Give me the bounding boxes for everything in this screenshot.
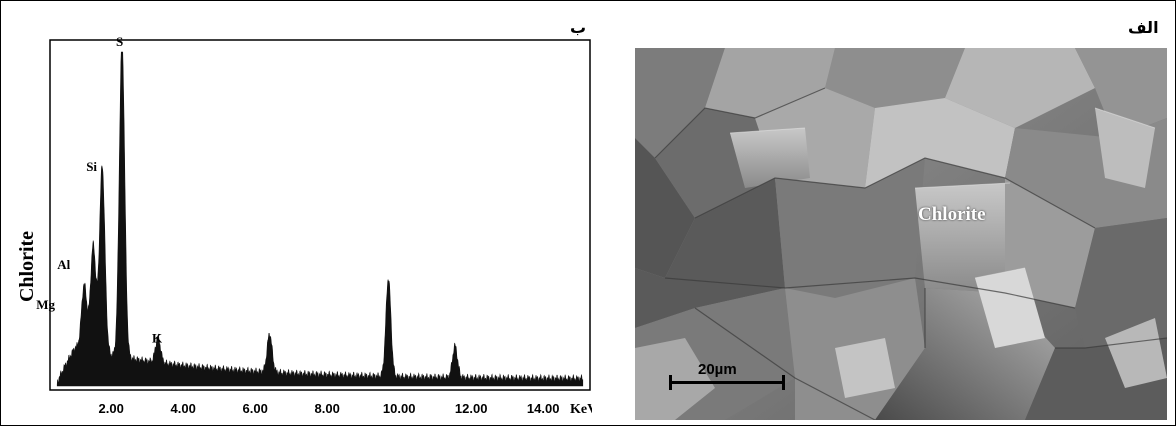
scale-bar <box>669 375 785 390</box>
spectrum-trace <box>56 51 584 387</box>
x-axis-unit-label: KeV <box>570 402 592 417</box>
x-tick-label: 10.00 <box>383 401 416 416</box>
plot-frame <box>49 39 591 391</box>
element-label-k: K <box>152 331 163 346</box>
element-label-s: S <box>116 35 123 49</box>
eds-spectrum-panel: Chlorite Mg Al Si S K 2.00 4.00 6.00 8.00 10.00 1… <box>10 35 592 420</box>
chlorite-annotation: Chlorite <box>918 204 986 225</box>
x-tick-label: 6.00 <box>243 401 268 416</box>
x-tick-label: 12.00 <box>455 401 488 416</box>
x-tick-label: 8.00 <box>315 401 340 416</box>
x-tick-label: 4.00 <box>171 401 196 416</box>
element-label-si: Si <box>86 159 97 174</box>
x-tick-label: 14.00 <box>527 401 560 416</box>
sem-texture <box>635 48 1167 420</box>
scale-bar-label: 20µm <box>698 361 737 378</box>
element-label-mg: Mg <box>36 297 55 312</box>
element-label-al: Al <box>57 257 70 272</box>
x-tick-label: 2.00 <box>99 401 124 416</box>
eds-spectrum-chart: Mg Al Si S K 2.00 4.00 6.00 8.00 10.00 12.00 14.00… <box>36 35 592 417</box>
sem-micrograph: Chlorite 20µm <box>635 48 1167 420</box>
panel-label-b: ب <box>570 18 587 37</box>
panel-label-alef: الف <box>1128 18 1159 37</box>
